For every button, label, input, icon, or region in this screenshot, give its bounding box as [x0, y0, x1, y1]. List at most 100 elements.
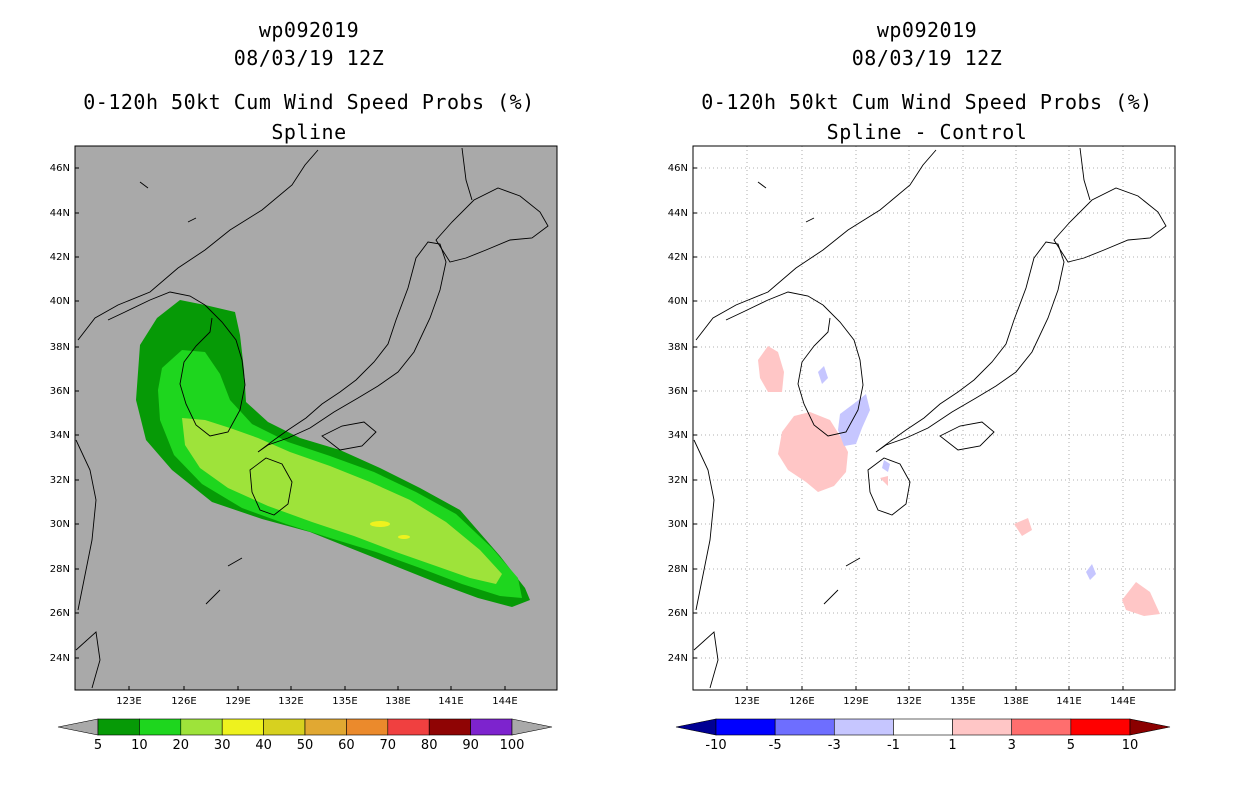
diff-pos-southeast: [1122, 582, 1160, 616]
lon-label: 144E: [492, 696, 517, 707]
colorbar-label: 10: [1122, 738, 1139, 753]
left-lat-axis: 46N 44N 42N 40N 38N 36N 34N 32N 30N 28N 26N 24N: [50, 163, 79, 664]
lon-label: 126E: [171, 696, 196, 707]
lat-label: 26N: [668, 608, 688, 619]
lat-label: 46N: [50, 163, 70, 174]
lat-label: 32N: [50, 475, 70, 486]
lon-label: 135E: [950, 696, 975, 707]
colorbar-swatch: [833, 718, 894, 736]
diff-pos-yellow-sea: [758, 346, 784, 392]
lon-label: 129E: [225, 696, 250, 707]
lon-label: 123E: [116, 696, 141, 707]
left-storm-id: wp092019: [258, 18, 360, 42]
colorbar-label: -3: [828, 738, 841, 753]
colorbar-label: 1: [948, 738, 956, 753]
colorbar-swatch: [346, 718, 389, 736]
right-map-background: [693, 146, 1175, 690]
lon-label: 132E: [278, 696, 303, 707]
diff-pos-central: [1014, 518, 1032, 536]
colorbar-label: -10: [705, 738, 726, 753]
colorbar-swatch: [387, 718, 430, 736]
lat-label: 42N: [50, 252, 70, 263]
colorbar-swatch: [139, 718, 182, 736]
left-datetime: 08/03/19 12Z: [233, 46, 385, 70]
colorbar-swatch: [221, 718, 264, 736]
left-product-title: 0-120h 50kt Cum Wind Speed Probs (%): [83, 90, 535, 114]
left-map-frame: [74, 145, 558, 691]
colorbar-label: 3: [1008, 738, 1016, 753]
right-map-frame: [692, 145, 1176, 691]
lon-label: 126E: [789, 696, 814, 707]
right-subtitle: Spline - Control: [826, 120, 1028, 144]
swath-30-40-b: [398, 535, 410, 539]
left-subtitle: Spline: [271, 120, 347, 144]
colorbar-label: 90: [462, 738, 479, 753]
colorbar-swatch: [97, 718, 140, 736]
lon-label: 135E: [332, 696, 357, 707]
colorbar-swatch: [774, 718, 835, 736]
lat-label: 44N: [668, 208, 688, 219]
colorbar-end-arrow: [1129, 718, 1171, 736]
diff-neg-korea-strait: [838, 394, 870, 446]
right-lon-axis: 123E 126E 129E 132E 135E 138E 141E 144E: [734, 686, 1136, 707]
lon-label: 123E: [734, 696, 759, 707]
colorbar-start-arrow: [57, 718, 99, 736]
left-lon-axis: 123E 126E 129E 132E 135E 138E 141E 144E: [116, 686, 518, 707]
lat-label: 44N: [50, 208, 70, 219]
diff-neg-east: [1086, 564, 1096, 580]
lat-label: 30N: [50, 519, 70, 530]
left-prob-swath: [136, 300, 530, 607]
lon-label: 141E: [438, 696, 463, 707]
lat-label: 38N: [668, 342, 688, 353]
lat-label: 24N: [50, 653, 70, 664]
colorbar-end-arrow: [511, 718, 553, 736]
lat-label: 34N: [668, 430, 688, 441]
colorbar-swatch: [715, 718, 776, 736]
left-coastlines: [75, 147, 549, 689]
right-coastlines: [693, 147, 1167, 689]
colorbar-swatch: [952, 718, 1013, 736]
colorbar-label: 50: [297, 738, 314, 753]
right-colorbar: -10 -5 -3 -1 1 3 5 10: [675, 718, 1171, 753]
lat-label: 24N: [668, 653, 688, 664]
lat-label: 46N: [668, 163, 688, 174]
colorbar-label: 40: [255, 738, 272, 753]
diff-pos-kyushu-small: [880, 476, 888, 486]
colorbar-swatch: [428, 718, 471, 736]
colorbar-label: -5: [769, 738, 782, 753]
lat-label: 28N: [50, 564, 70, 575]
colorbar-label: 5: [1067, 738, 1075, 753]
right-product-title: 0-120h 50kt Cum Wind Speed Probs (%): [701, 90, 1153, 114]
swath-20-30: [182, 418, 502, 584]
colorbar-label: 30: [214, 738, 231, 753]
colorbar-swatch: [1011, 718, 1072, 736]
colorbar-label: 100: [500, 738, 525, 753]
lat-label: 26N: [50, 608, 70, 619]
colorbar-swatch: [180, 718, 223, 736]
right-storm-id: wp092019: [876, 18, 978, 42]
lon-label: 129E: [843, 696, 868, 707]
lat-label: 36N: [50, 386, 70, 397]
diff-neg-kyushu: [882, 460, 890, 472]
colorbar-label: 5: [94, 738, 102, 753]
left-panel: wp092019 08/03/19 12Z 0-120h 50kt Cum Wi…: [50, 18, 558, 753]
colorbar-swatch: [263, 718, 306, 736]
lat-label: 32N: [668, 475, 688, 486]
colorbar-label: 10: [131, 738, 148, 753]
lat-label: 36N: [668, 386, 688, 397]
lat-label: 30N: [668, 519, 688, 530]
colorbar-swatch: [304, 718, 347, 736]
colorbar-label: 80: [421, 738, 438, 753]
lat-label: 40N: [50, 296, 70, 307]
lon-label: 132E: [896, 696, 921, 707]
lat-label: 38N: [50, 342, 70, 353]
right-panel: wp092019 08/03/19 12Z 0-120h 50kt Cum Wi…: [618, 0, 1236, 800]
left-map: 46N 44N 42N 40N 38N 36N 34N 32N 30N 28N 26N 24N 123…: [50, 145, 558, 753]
colorbar-start-arrow: [675, 718, 717, 736]
colorbar-label: 70: [380, 738, 397, 753]
swath-30-40-a: [370, 521, 390, 527]
colorbar-swatch: [470, 718, 513, 736]
lon-label: 138E: [1003, 696, 1028, 707]
colorbar-swatch: [893, 718, 953, 736]
lat-label: 34N: [50, 430, 70, 441]
